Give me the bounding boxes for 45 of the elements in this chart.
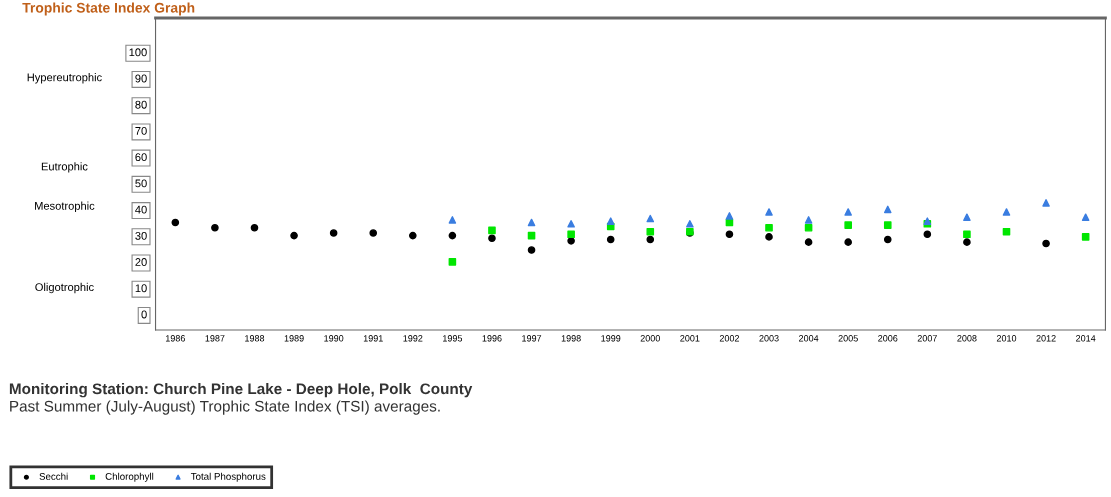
text: Mesotrophic bbox=[35, 201, 95, 212]
x-tick-label: 2008 bbox=[957, 335, 977, 342]
x-tick-label: 2007 bbox=[917, 335, 937, 342]
y-tick-label: 70 bbox=[135, 127, 147, 135]
legend-label: Total Phosphorus bbox=[190, 472, 266, 482]
y-tick-label: 0 bbox=[141, 310, 147, 319]
y-tick-label: 10 bbox=[135, 284, 147, 293]
x-tick-label: 2005 bbox=[838, 335, 858, 342]
x-tick-label: 2014 bbox=[1076, 335, 1096, 342]
x-tick-label: 1996 bbox=[482, 335, 502, 342]
x-tick-label: 1989 bbox=[284, 335, 304, 342]
y-tick-label: 30 bbox=[135, 231, 147, 240]
x-tick-label: 1987 bbox=[205, 335, 225, 342]
x-tick-label: 2004 bbox=[799, 335, 819, 342]
x-tick-label: 2000 bbox=[640, 335, 660, 342]
x-tick-label: 1999 bbox=[601, 335, 621, 342]
chart-title: Trophic State Index Graph bbox=[22, 2, 195, 16]
legend-label: Chlorophyll bbox=[105, 472, 154, 482]
x-tick-label: 1991 bbox=[363, 335, 383, 342]
x-tick-label: 2002 bbox=[719, 335, 740, 342]
legend-label: Secchi bbox=[39, 472, 68, 480]
text: Past Summer (July-August) Trophic State Index (TSI) averages. bbox=[10, 400, 440, 415]
x-tick-label: 2006 bbox=[878, 335, 898, 342]
text: Hypereutrophic bbox=[27, 73, 102, 84]
x-tick-label: 1988 bbox=[245, 335, 265, 342]
text: Oligotrophic bbox=[35, 282, 94, 294]
y-tick-label: 90 bbox=[135, 74, 147, 83]
x-tick-label: 2001 bbox=[680, 335, 700, 342]
x-tick-label: 1990 bbox=[324, 335, 344, 342]
x-tick-label: 1992 bbox=[403, 335, 423, 342]
y-tick-label: 40 bbox=[135, 205, 147, 214]
x-tick-label: 2012 bbox=[1036, 335, 1056, 342]
x-tick-label: 2010 bbox=[996, 335, 1017, 342]
x-tick-label: 1998 bbox=[561, 335, 581, 342]
x-tick-label: 1986 bbox=[165, 335, 185, 342]
y-tick-label: 50 bbox=[135, 179, 147, 188]
text: Eutrophic bbox=[41, 162, 88, 173]
x-tick-label: 2003 bbox=[759, 335, 779, 342]
text: Monitoring Station: Church Pine Lake - Deep Hole, Polk County bbox=[9, 382, 473, 398]
y-tick-label: 20 bbox=[135, 258, 147, 266]
y-tick-label: 100 bbox=[129, 48, 147, 57]
y-tick-label: 80 bbox=[135, 100, 147, 109]
x-tick-label: 1995 bbox=[443, 335, 463, 342]
y-tick-label: 60 bbox=[135, 153, 147, 162]
x-tick-label: 1997 bbox=[522, 335, 542, 342]
